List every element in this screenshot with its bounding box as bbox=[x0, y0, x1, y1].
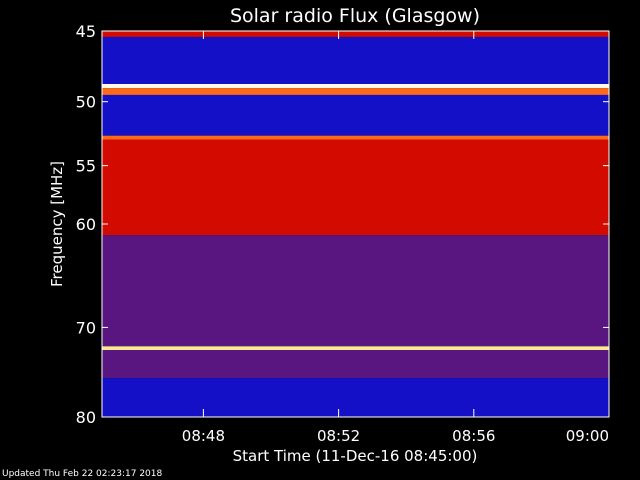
x-tick-label-1: 08:52 bbox=[317, 427, 360, 445]
y-axis-label: Frequency [MHz] bbox=[48, 161, 66, 287]
x-tick-label-3: 09:00 bbox=[566, 427, 609, 445]
x-axis: 08:48 08:52 08:56 09:00 bbox=[182, 31, 610, 445]
spectrogram-plot-area bbox=[102, 31, 609, 417]
frequency-band-1 bbox=[102, 36, 609, 85]
y-axis: 45 50 55 60 70 80 bbox=[76, 22, 609, 427]
y-tick-label-1: 50 bbox=[76, 93, 96, 112]
frequency-band-5 bbox=[102, 135, 609, 140]
x-tick-label-0: 08:48 bbox=[182, 427, 225, 445]
y-tick-label-2: 55 bbox=[76, 157, 96, 176]
frequency-band-6 bbox=[102, 139, 609, 236]
frequency-band-2 bbox=[102, 84, 609, 89]
updated-timestamp: Updated Thu Feb 22 02:23:17 2018 bbox=[2, 469, 163, 479]
y-tick-label-5: 80 bbox=[76, 408, 96, 427]
y-tick-label-3: 60 bbox=[76, 215, 96, 234]
chart-title: Solar radio Flux (Glasgow) bbox=[230, 5, 480, 27]
y-tick-label-4: 70 bbox=[76, 318, 96, 337]
x-axis-label: Start Time (11-Dec-16 08:45:00) bbox=[233, 447, 478, 465]
frequency-band-7 bbox=[102, 235, 609, 347]
y-tick-label-0: 45 bbox=[76, 22, 96, 41]
frequency-band-3 bbox=[102, 88, 609, 95]
x-tick-label-2: 08:56 bbox=[452, 427, 495, 445]
frequency-band-4 bbox=[102, 94, 609, 136]
frequency-band-9 bbox=[102, 350, 609, 379]
frequency-band-10 bbox=[102, 378, 609, 417]
frequency-band-8 bbox=[102, 346, 609, 351]
frequency-band-0 bbox=[102, 31, 609, 37]
